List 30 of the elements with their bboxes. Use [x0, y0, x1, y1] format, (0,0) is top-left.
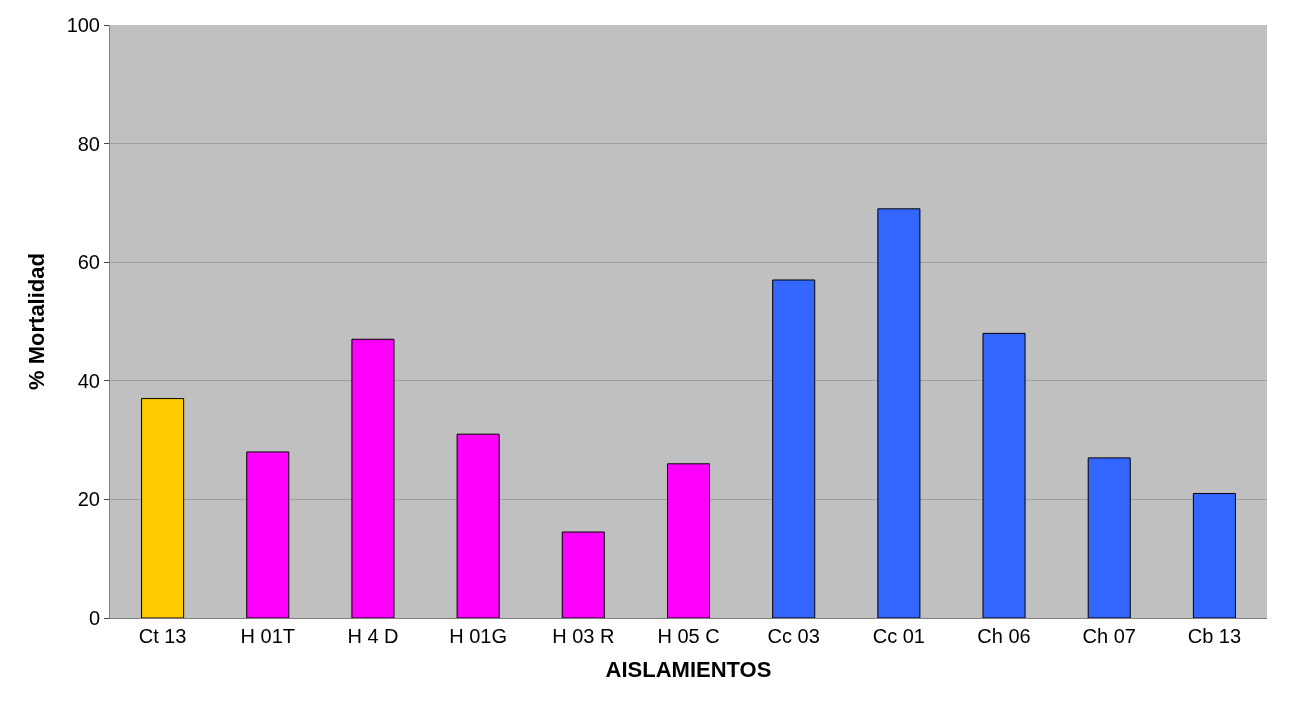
bar — [666, 463, 711, 618]
x-tick-label: Cb 13 — [1187, 625, 1242, 647]
bar — [877, 208, 921, 618]
bar — [351, 338, 395, 618]
y-tick-label: 20 — [77, 488, 100, 511]
bar — [772, 279, 816, 618]
x-tick-label: Cc 01 — [872, 625, 925, 647]
y-tick-label: 40 — [77, 369, 100, 392]
x-tick-label: Ch 07 — [1082, 625, 1136, 647]
bar — [456, 433, 500, 618]
x-tick-label: H 05 C — [657, 625, 720, 647]
x-tick-label: Ct 13 — [138, 625, 187, 647]
x-axis-title: AISLAMIENTOS — [605, 656, 772, 682]
x-tick-label: H 4 D — [347, 625, 399, 647]
y-tick-label: 60 — [77, 251, 100, 274]
y-tick-label: 100 — [66, 14, 100, 36]
x-tick-label: H 01G — [449, 625, 508, 647]
x-tick-label: H 01T — [240, 625, 295, 647]
y-tick-label: 0 — [88, 607, 100, 629]
bar — [246, 451, 290, 618]
x-tick-label: Cc 03 — [767, 625, 820, 647]
y-axis-title: % Mortalidad — [24, 253, 50, 390]
x-tick-label: H 03 R — [552, 625, 615, 647]
bar — [561, 531, 605, 618]
bar — [1192, 492, 1236, 618]
y-tick-label: 80 — [77, 132, 100, 155]
x-tick-label: Ch 06 — [977, 625, 1031, 647]
bar — [982, 332, 1026, 618]
bar — [1087, 457, 1131, 618]
bar — [141, 398, 185, 618]
